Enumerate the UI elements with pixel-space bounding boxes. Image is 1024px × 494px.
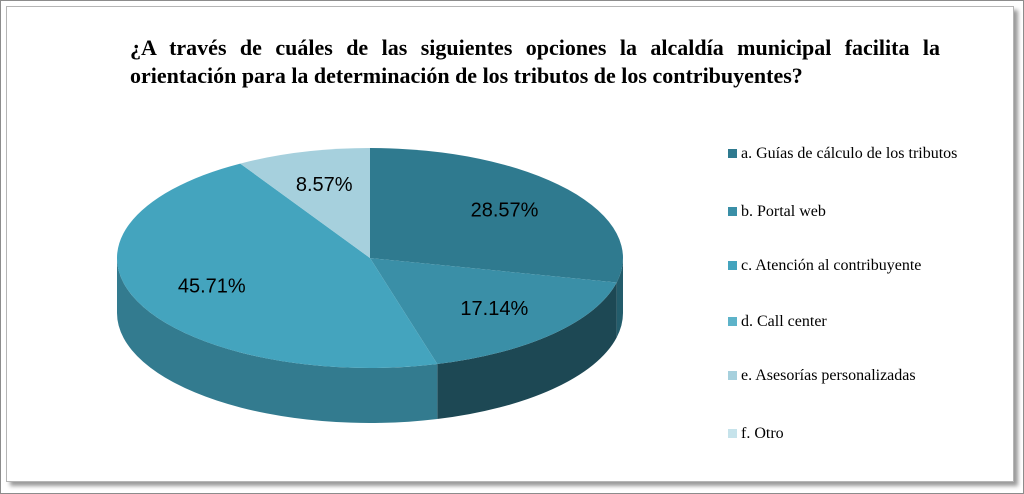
legend-item: a. Guías de cálculo de los tributos: [728, 144, 991, 164]
legend-label: e. Asesorías personalizadas: [741, 367, 916, 384]
slice: [370, 258, 617, 365]
data-label: 17.14%: [460, 298, 528, 320]
slice-side: [616, 258, 623, 338]
legend-item: f. Otro: [728, 424, 991, 444]
data-label: 45.71%: [178, 276, 246, 298]
legend-swatch: [728, 261, 737, 270]
legend-label: c. Atención al contribuyente: [741, 257, 922, 274]
legend-label: f. Otro: [741, 425, 784, 442]
slice: [117, 163, 438, 368]
legend-swatch: [728, 429, 737, 438]
slice-side: [117, 258, 438, 423]
legend-swatch: [728, 371, 737, 380]
legend-swatch: [728, 317, 737, 326]
legend-label: a. Guías de cálculo de los tributos: [741, 145, 958, 162]
legend-swatch: [728, 207, 737, 216]
slice: [240, 148, 370, 258]
legend-item: d. Call center: [728, 312, 991, 332]
legend-item: b. Portal web: [728, 202, 991, 222]
chart-title: ¿A través de cuáles de las siguientes op…: [130, 35, 940, 88]
data-label: 28.57%: [471, 200, 539, 222]
legend-item: e. Asesorías personalizadas: [728, 366, 991, 386]
legend-label: d. Call center: [741, 313, 827, 330]
slice-side: [437, 282, 617, 420]
legend-item: c. Atención al contribuyente: [728, 256, 991, 276]
legend-label: b. Portal web: [741, 203, 826, 220]
legend-swatch: [728, 149, 737, 158]
slice: [370, 148, 623, 283]
data-label: 8.57%: [296, 174, 353, 196]
